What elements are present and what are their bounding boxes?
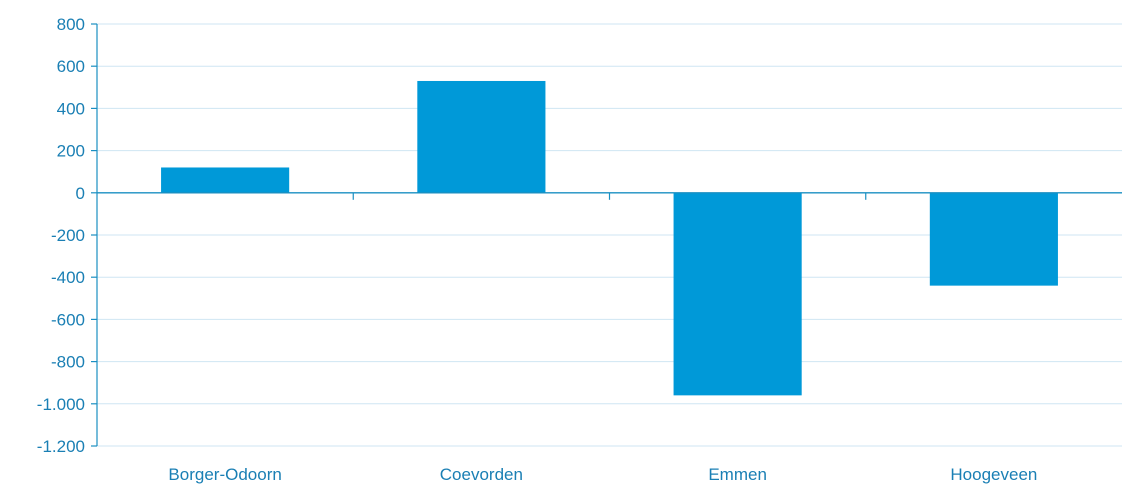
y-tick-label: 0 [76, 184, 85, 203]
x-tick-label: Coevorden [440, 465, 523, 484]
x-tick-label: Borger-Odoorn [168, 465, 281, 484]
y-tick-label: -800 [51, 353, 85, 372]
y-tick-label: 400 [57, 99, 85, 118]
y-tick-label: -600 [51, 310, 85, 329]
y-tick-label: -400 [51, 268, 85, 287]
x-axis-tick-labels: Borger-Odoorn Coevorden Emmen Hoogeveen [168, 465, 1037, 484]
x-tick-label: Emmen [708, 465, 767, 484]
y-tick-label: -1.000 [37, 395, 85, 414]
y-tick-label: 200 [57, 142, 85, 161]
y-tick-label: 800 [57, 15, 85, 34]
bar-emmen [673, 192, 802, 396]
bar-borger-odoorn [161, 167, 290, 193]
bar-hoogeveen [929, 192, 1058, 286]
y-axis-tick-labels: 800 600 400 200 0 -200 -400 -600 -800 -1.000 -1.20… [37, 15, 85, 456]
bars [161, 80, 1058, 396]
axes [91, 23, 1122, 447]
y-tick-label: -1.200 [37, 437, 85, 456]
y-tick-label: -200 [51, 226, 85, 245]
bar-coevorden [417, 80, 546, 193]
x-tick-label: Hoogeveen [950, 465, 1037, 484]
y-tick-label: 600 [57, 57, 85, 76]
gridlines [97, 23, 1122, 447]
